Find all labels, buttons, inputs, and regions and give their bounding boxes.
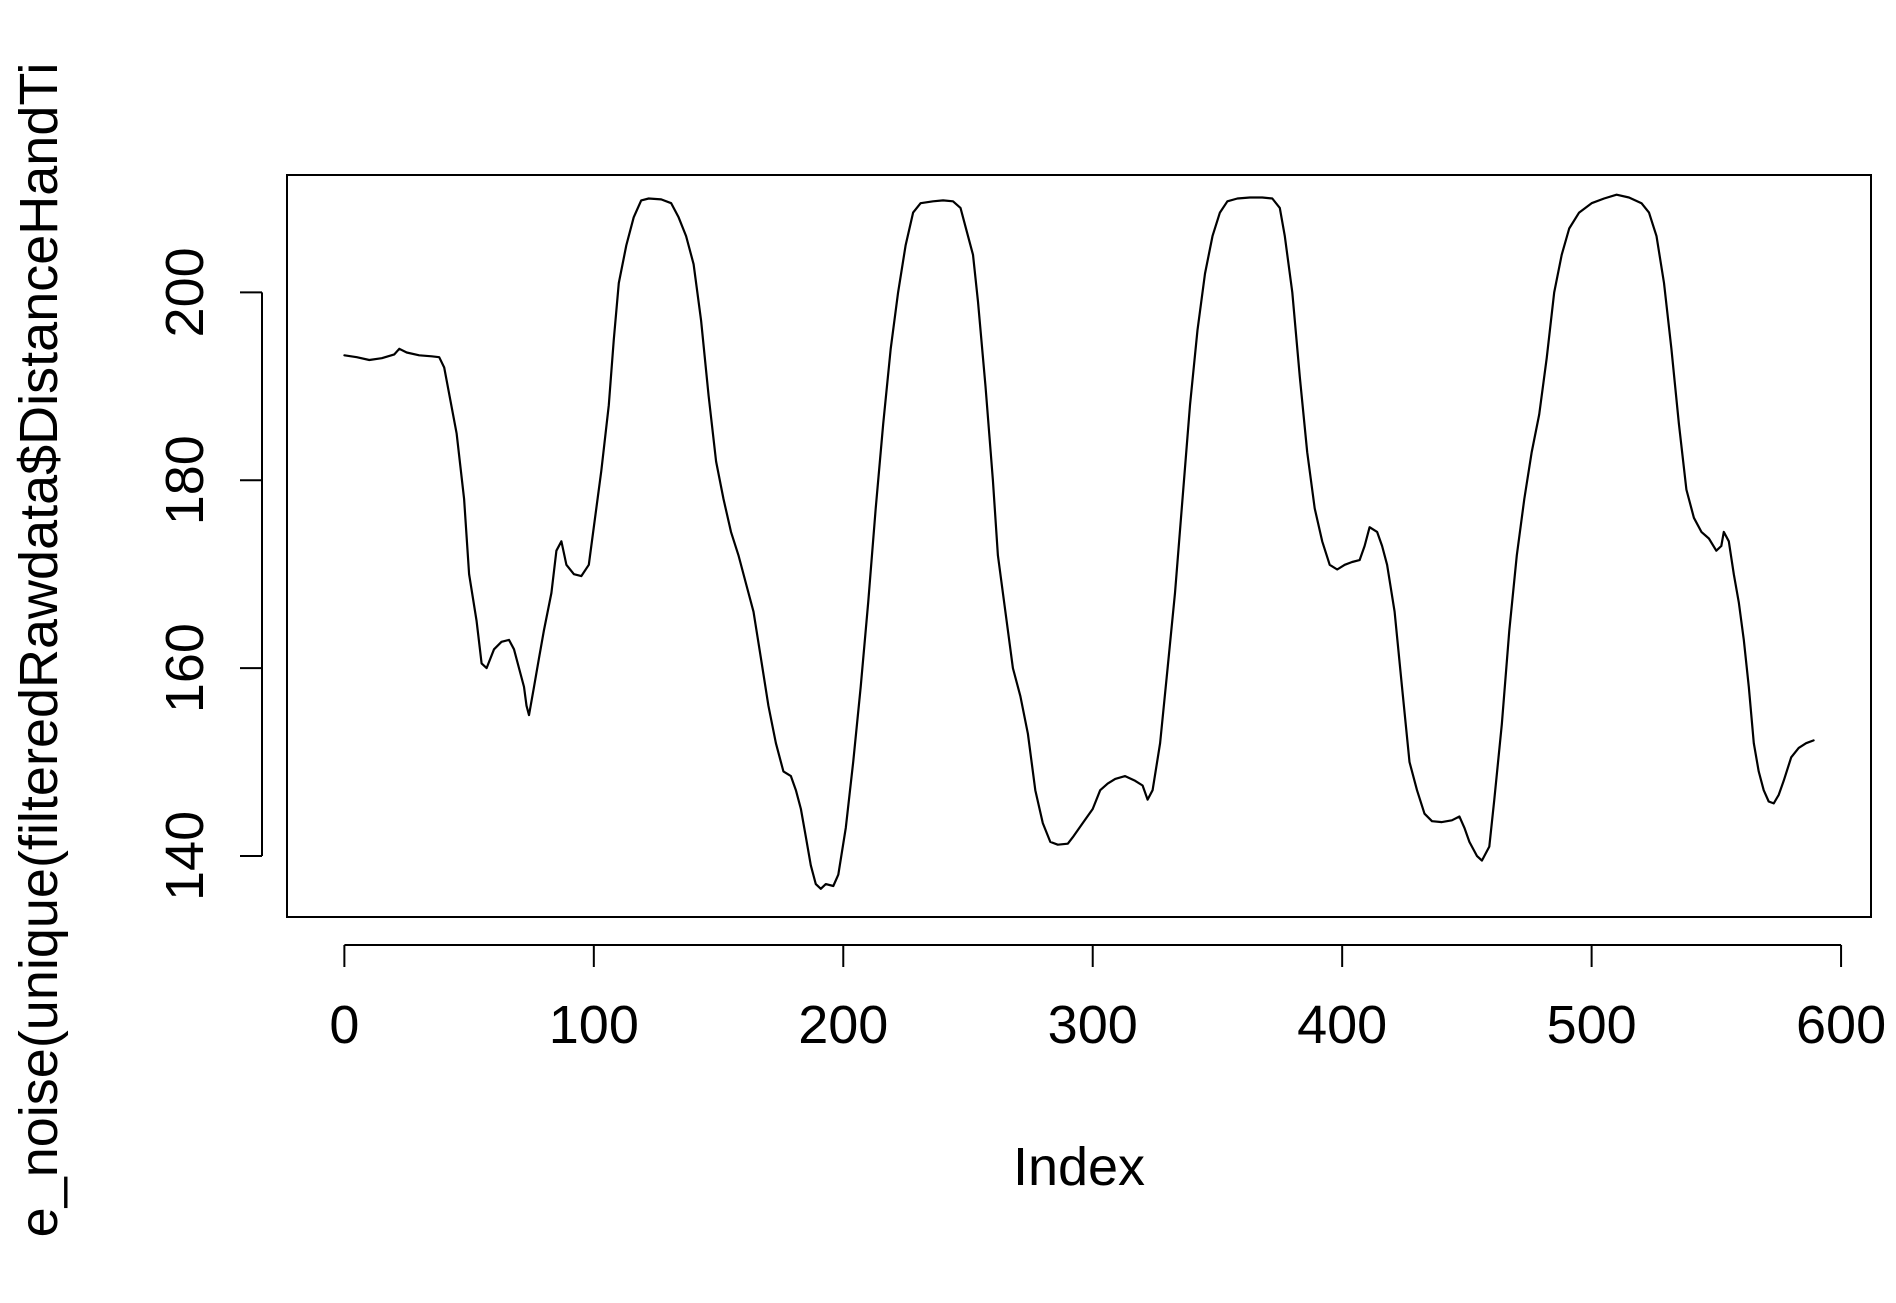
series-line: [343, 193, 1815, 890]
y-tick-label: 160: [155, 623, 215, 713]
y-tick-label: 200: [155, 247, 215, 337]
y-tick-label: 180: [155, 435, 215, 525]
x-tick-label: 0: [329, 995, 359, 1055]
x-tick-label: 600: [1796, 995, 1886, 1055]
x-tick-label: 400: [1297, 995, 1387, 1055]
y-axis: 140 160 180 200: [155, 247, 263, 901]
x-tick-label: 500: [1547, 995, 1637, 1055]
x-axis: 0 100 200 300 400 500 600: [329, 944, 1886, 1055]
y-tick-label: 140: [155, 811, 215, 901]
x-tick-label: 200: [798, 995, 888, 1055]
x-tick-label: 300: [1048, 995, 1138, 1055]
y-axis-title: e_noise(unique(filteredRawdata$DistanceH…: [9, 63, 69, 1238]
x-tick-label: 100: [549, 995, 639, 1055]
plot-area-frame: [286, 174, 1872, 918]
x-axis-title: Index: [1013, 1137, 1145, 1197]
